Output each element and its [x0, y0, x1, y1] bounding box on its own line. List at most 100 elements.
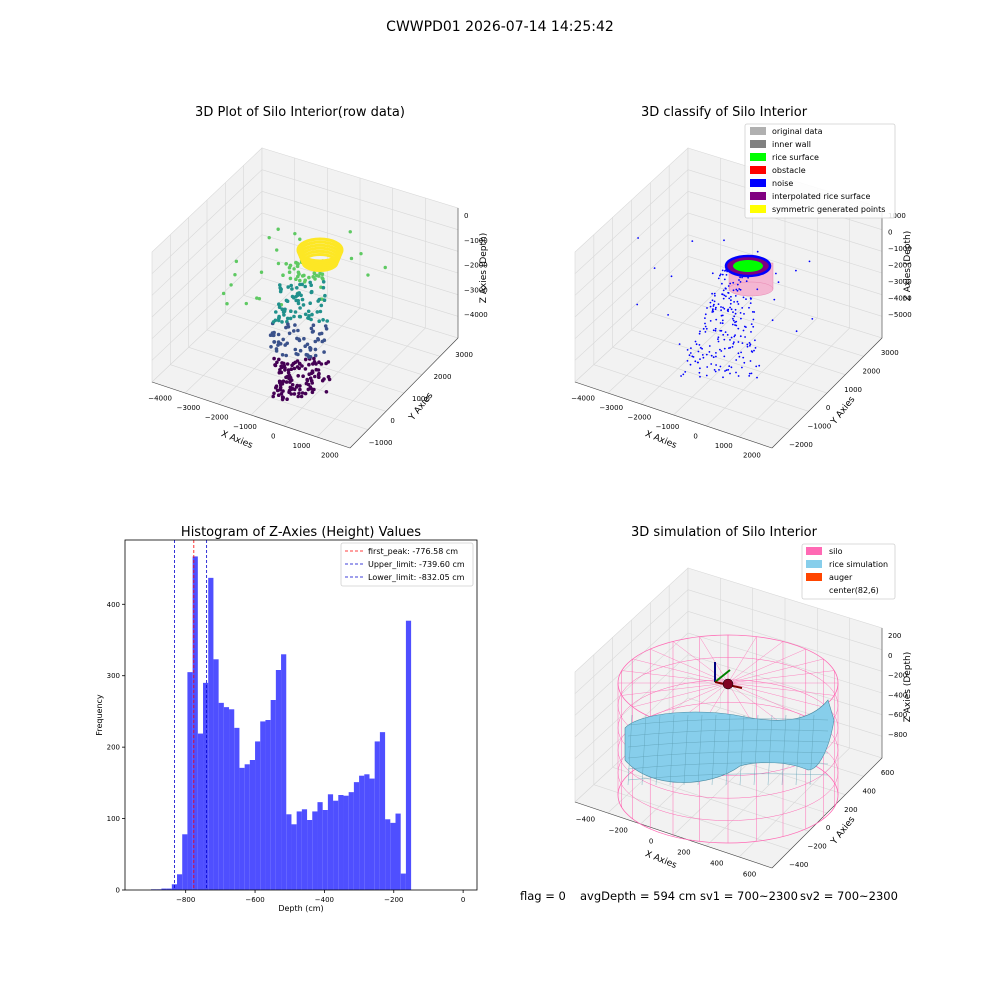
noise-point — [719, 273, 722, 276]
rice-mesh-line — [795, 714, 801, 786]
noise-point — [731, 346, 734, 348]
panel1-axes-box — [151, 147, 459, 449]
noise-point — [698, 371, 701, 374]
noise-point — [756, 250, 759, 253]
noise-point — [697, 350, 700, 353]
noise-point — [710, 363, 713, 365]
x-tick-label: 0 — [461, 896, 465, 904]
panel1-grid — [151, 169, 459, 274]
histogram-bar — [197, 733, 204, 890]
noise-point — [670, 275, 673, 278]
scatter-point — [297, 366, 302, 371]
scatter-point — [313, 347, 318, 352]
legend-swatch — [806, 573, 822, 581]
histogram-bar — [229, 709, 235, 890]
noise-point — [715, 355, 717, 358]
noise-point — [722, 333, 725, 336]
legend-swatch — [750, 153, 766, 161]
panel1-title: 3D Plot of Silo Interior(row data) — [195, 105, 405, 120]
noise-point — [742, 356, 745, 359]
scatter-point — [366, 273, 370, 277]
noise-point — [714, 294, 716, 297]
noise-point — [725, 274, 728, 276]
x-tick-label: −200 — [384, 896, 403, 904]
surface-ring — [299, 246, 341, 269]
scatter-point — [298, 384, 302, 388]
noise-point — [721, 319, 724, 322]
noise-point — [773, 298, 776, 301]
silo-wireframe — [617, 634, 839, 844]
legend-label: noise — [772, 179, 793, 188]
rice-mesh-line — [627, 714, 633, 786]
noise-point — [711, 272, 714, 275]
histogram-bar — [203, 682, 209, 890]
y-tick-label: 200 — [107, 744, 120, 752]
noise-point — [741, 307, 744, 309]
noise-point — [732, 342, 735, 345]
scatter-point — [277, 302, 281, 307]
scatter-point — [271, 333, 275, 338]
noise-point — [704, 331, 707, 333]
noise-point — [709, 301, 712, 304]
panel4-x-tick: −200 — [609, 827, 628, 835]
rice-mesh-line — [627, 740, 829, 748]
noise-point — [754, 339, 756, 342]
legend-label: first_peak: -776.58 cm — [368, 547, 458, 556]
noise-point — [723, 278, 726, 281]
rice-surface-points — [733, 260, 763, 272]
scatter-point — [296, 374, 301, 378]
noise-point — [743, 325, 746, 328]
panel1-x-tick: 0 — [271, 432, 275, 440]
scatter-point — [295, 359, 300, 363]
noise-point — [637, 237, 639, 239]
panel2-y-tick: 1000 — [844, 386, 862, 394]
scatter-point — [305, 377, 310, 382]
scatter-point — [292, 314, 296, 319]
histogram-bar — [369, 778, 375, 890]
histogram-bar — [353, 782, 360, 890]
noise-point — [775, 272, 777, 275]
noise-point — [705, 353, 708, 356]
scatter-point — [286, 368, 291, 372]
scatter-point — [303, 367, 308, 371]
scatter-point — [319, 303, 324, 308]
noise-point — [735, 324, 738, 327]
noise-point — [740, 317, 742, 320]
scatter-point — [234, 259, 239, 264]
noise-point — [758, 364, 761, 367]
scatter-point — [316, 372, 321, 377]
noise-point — [715, 306, 717, 309]
panel4-x-tick: 600 — [743, 871, 756, 879]
scatter-point — [298, 278, 302, 283]
histogram-x-ticks: −800 −600 −400 −200 0 — [176, 890, 465, 904]
noise-point — [795, 330, 798, 333]
noise-point — [721, 273, 724, 276]
panel2-ylabel: Y Axies — [829, 395, 858, 428]
noise-point — [730, 366, 733, 369]
scatter-point — [298, 314, 303, 319]
noise-point — [756, 288, 759, 291]
silo-spoke — [727, 658, 824, 684]
noise-point — [748, 375, 751, 377]
noise-point — [749, 360, 752, 362]
noise-point — [715, 364, 717, 366]
noise-point — [753, 311, 756, 313]
noise-point — [734, 334, 736, 336]
noise-point — [734, 312, 737, 315]
noise-point — [680, 375, 682, 377]
noise-point — [736, 300, 739, 303]
auger-head — [722, 678, 734, 690]
scatter-point — [293, 231, 297, 236]
noise-point — [748, 306, 750, 309]
histogram-bar — [364, 774, 370, 890]
panel2-y-tick: 2000 — [863, 368, 881, 376]
rice-mesh-line — [739, 714, 745, 786]
legend-label: rice simulation — [829, 560, 888, 569]
noise-point — [737, 341, 740, 343]
panel1-y-tick: −1000 — [369, 439, 393, 447]
scatter-point — [282, 313, 286, 317]
noise-point — [742, 329, 745, 332]
noise-point — [735, 320, 738, 323]
legend-label: Upper_limit: -739.60 cm — [368, 560, 465, 569]
scatter-point — [296, 328, 300, 333]
